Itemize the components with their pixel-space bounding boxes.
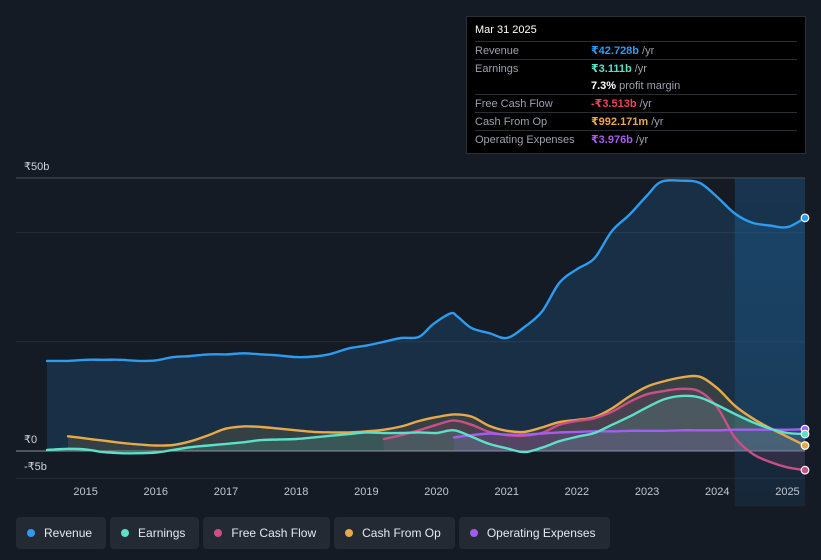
- x-tick-2015: 2015: [73, 486, 97, 498]
- series-end-markers: [800, 213, 810, 475]
- tooltip-value: ₹42.728b/yr: [591, 45, 655, 57]
- legend-dot-icon: [27, 529, 35, 537]
- free-cash-flow-end-marker: [800, 465, 810, 475]
- tooltip-row-earnings: Earnings ₹3.111b/yr: [475, 59, 797, 77]
- tooltip-row-free-cash-flow: Free Cash Flow -₹3.513b/yr: [475, 94, 797, 112]
- x-tick-2017: 2017: [214, 486, 238, 498]
- tooltip-value: ₹3.111b/yr: [591, 63, 647, 75]
- tooltip-value: 7.3% profit margin: [591, 79, 681, 92]
- legend-item-cash-from-op[interactable]: Cash From Op: [334, 517, 455, 549]
- x-tick-2018: 2018: [284, 486, 308, 498]
- forecast-region-shade: [734, 178, 805, 507]
- x-tick-2023: 2023: [635, 486, 659, 498]
- tooltip-row-revenue: Revenue ₹42.728b/yr: [475, 41, 797, 59]
- revenue-end-marker: [800, 213, 810, 223]
- tooltip-label: Revenue: [475, 44, 520, 57]
- x-tick-2021: 2021: [494, 486, 518, 498]
- x-axis-ticks: 2015 2016 2017 2018 2019 2020 2021 2022 2023 2024…: [73, 486, 799, 498]
- tooltip-value: ₹3.976b/yr: [591, 134, 649, 146]
- tooltip-date: Mar 31 2025: [475, 24, 537, 36]
- series-lines: [45, 179, 807, 472]
- legend-dot-icon: [345, 529, 354, 537]
- revenue-line: [45, 179, 807, 363]
- tooltip-row-operating-expenses: Operating Expenses ₹3.976b/yr: [475, 130, 797, 148]
- y-axis-bottom-label: -₹5b: [24, 461, 47, 473]
- tooltip-label: Operating Expenses: [475, 133, 575, 146]
- cash-from-op-end-marker: [800, 441, 810, 450]
- x-tick-2022: 2022: [565, 486, 589, 498]
- revenue-area: [47, 180, 805, 451]
- x-tick-2019: 2019: [354, 486, 378, 498]
- tooltip-label: Earnings: [475, 62, 519, 75]
- operating-expenses-line: [452, 428, 807, 439]
- legend-label: Operating Expenses: [486, 526, 596, 540]
- grid-layer: [16, 177, 805, 479]
- legend-label: Cash From Op: [362, 526, 441, 540]
- tooltip-row-profit-margin: 7.3% profit margin: [475, 77, 797, 94]
- legend-item-earnings[interactable]: Earnings: [110, 517, 200, 549]
- chart-legend: Revenue Earnings Free Cash Flow Cash From O…: [16, 517, 610, 549]
- earnings-area: [47, 395, 805, 454]
- tooltip-value: -₹3.513b/yr: [591, 98, 652, 110]
- y-axis-zero-label: ₹0: [24, 434, 37, 446]
- tooltip-value: ₹992.171m/yr: [591, 116, 664, 128]
- legend-dot-icon: [121, 529, 130, 537]
- x-tick-2016: 2016: [144, 486, 168, 498]
- legend-item-revenue[interactable]: Revenue: [16, 517, 107, 549]
- data-tooltip: Mar 31 2025 Revenue ₹42.728b/yr Earnings ₹3…: [466, 16, 806, 154]
- tooltip-rows: Revenue ₹42.728b/yr Earnings ₹3.111b/yr 7.3%…: [475, 41, 797, 148]
- legend-label: Revenue: [44, 526, 93, 540]
- legend-label: Earnings: [138, 526, 186, 540]
- tooltip-label: Cash From Op: [475, 115, 548, 128]
- legend-dot-icon: [469, 529, 478, 537]
- legend-label: Free Cash Flow: [231, 526, 317, 540]
- x-tick-2020: 2020: [424, 486, 448, 498]
- free-cash-flow-line: [382, 387, 807, 472]
- series-areas: [47, 180, 806, 471]
- y-axis-top-label: ₹50b: [24, 161, 49, 173]
- x-tick-2024: 2024: [705, 486, 729, 498]
- x-tick-2025: 2025: [775, 486, 799, 498]
- earnings-end-marker: [800, 429, 810, 439]
- legend-item-operating-expenses[interactable]: Operating Expenses: [458, 517, 610, 549]
- free-cash-flow-area: [383, 388, 805, 471]
- tooltip-row-cash-from-op: Cash From Op ₹992.171m/yr: [475, 112, 797, 130]
- earnings-line: [45, 394, 807, 455]
- tooltip-label: Free Cash Flow: [475, 97, 553, 110]
- legend-item-free-cash-flow[interactable]: Free Cash Flow: [203, 517, 331, 549]
- legend-dot-icon: [214, 529, 223, 537]
- cash-from-op-line: [66, 374, 807, 447]
